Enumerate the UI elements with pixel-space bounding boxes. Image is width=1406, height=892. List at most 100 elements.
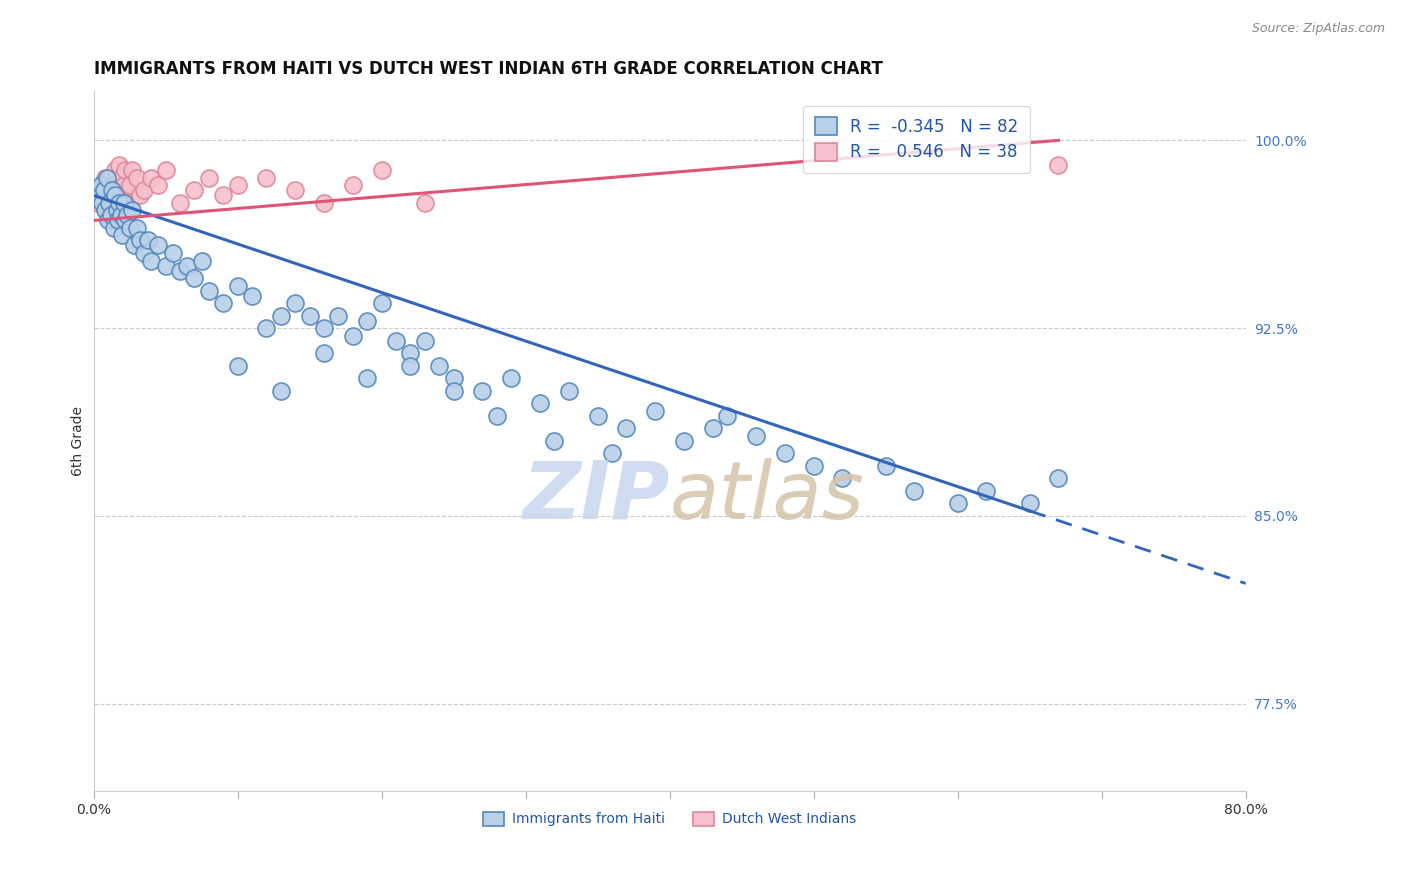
Point [673,434,696,448]
Point [485,409,508,423]
Legend: Immigrants from Haiti, Dutch West Indians: Immigrants from Haiti, Dutch West Indian… [477,805,863,833]
Point [600,446,623,460]
Point [183,183,205,197]
Point [773,446,796,460]
Point [121,203,143,218]
Point [94,170,117,185]
Point [644,403,666,417]
Point [702,421,724,435]
Point [115,209,138,223]
Point [104,188,127,202]
Point [413,334,436,348]
Point [111,228,134,243]
Point [107,183,129,197]
Point [94,203,117,218]
Point [118,178,141,193]
Point [169,195,191,210]
Point [122,238,145,252]
Point [399,359,422,373]
Point [270,309,292,323]
Point [125,221,148,235]
Point [356,371,378,385]
Point [875,458,897,473]
Point [96,203,118,218]
Text: atlas: atlas [669,458,865,536]
Point [529,396,551,410]
Point [385,334,408,348]
Point [87,188,110,202]
Point [148,238,170,252]
Point [108,158,131,172]
Point [370,163,392,178]
Point [108,195,131,210]
Point [105,195,128,210]
Point [284,183,307,197]
Point [616,421,638,435]
Point [831,471,853,485]
Point [342,328,364,343]
Point [356,313,378,327]
Point [1047,158,1070,172]
Point [101,183,124,197]
Point [197,170,219,185]
Point [132,246,155,260]
Point [312,346,335,360]
Point [946,496,969,510]
Point [114,163,136,178]
Point [399,346,422,360]
Text: IMMIGRANTS FROM HAITI VS DUTCH WEST INDIAN 6TH GRADE CORRELATION CHART: IMMIGRANTS FROM HAITI VS DUTCH WEST INDI… [94,60,883,78]
Y-axis label: 6th Grade: 6th Grade [72,406,86,475]
Point [121,163,143,178]
Point [112,178,135,193]
Point [103,221,125,235]
Point [91,195,114,210]
Point [427,359,450,373]
Point [443,384,465,398]
Point [97,183,120,197]
Point [342,178,364,193]
Point [128,234,150,248]
Point [226,278,249,293]
Point [91,188,114,202]
Point [100,195,122,210]
Point [471,384,494,398]
Point [745,429,768,443]
Point [1018,496,1040,510]
Point [169,263,191,277]
Point [110,170,132,185]
Point [413,195,436,210]
Point [443,371,465,385]
Point [97,213,120,227]
Point [270,384,292,398]
Point [107,213,129,227]
Point [132,183,155,197]
Text: ZIP: ZIP [522,458,669,536]
Point [112,195,135,210]
Point [803,458,825,473]
Point [115,195,138,210]
Point [312,195,335,210]
Point [128,188,150,202]
Point [212,188,235,202]
Point [501,371,523,385]
Point [190,253,212,268]
Text: Source: ZipAtlas.com: Source: ZipAtlas.com [1251,22,1385,36]
Point [903,483,925,498]
Point [96,170,118,185]
Point [98,170,121,185]
Point [543,434,565,448]
Point [111,188,134,202]
Point [155,259,177,273]
Point [148,178,170,193]
Point [212,296,235,310]
Point [284,296,307,310]
Point [312,321,335,335]
Point [370,296,392,310]
Point [226,178,249,193]
Point [90,183,112,197]
Point [328,309,350,323]
Point [101,178,124,193]
Point [125,170,148,185]
Point [1047,471,1070,485]
Point [118,221,141,235]
